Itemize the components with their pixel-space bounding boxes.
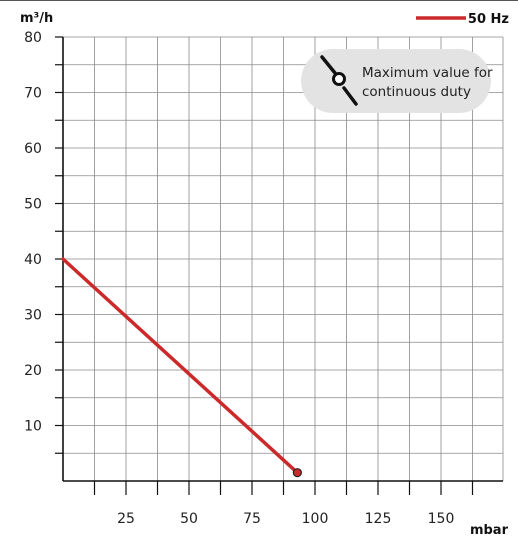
annotation-box — [301, 49, 491, 113]
legend-label-50hz: 50 Hz — [468, 12, 509, 27]
legend: 50 Hz — [416, 12, 509, 27]
series-end-point — [292, 468, 302, 478]
y-tick-label: 20 — [24, 363, 42, 379]
y-tick-labels: 10 20 30 40 50 60 70 80 — [24, 30, 42, 435]
y-tick-label: 60 — [24, 141, 42, 157]
annotation: Maximum value for continuous duty — [301, 49, 493, 113]
y-tick-label: 30 — [24, 308, 42, 324]
y-axis-label: m³/h — [20, 11, 53, 26]
annotation-line-1: Maximum value for — [362, 65, 493, 81]
x-tick-label: 125 — [365, 511, 392, 527]
max-continuous-duty-icon — [320, 55, 358, 106]
annotation-line-2: continuous duty — [362, 84, 471, 100]
x-tick-labels: 25 50 75 100 125 150 — [117, 511, 454, 527]
y-tick-label: 50 — [24, 197, 42, 213]
y-tick-label: 10 — [24, 419, 42, 435]
x-axis-label: mbar — [470, 523, 509, 538]
x-tick-label: 75 — [243, 511, 261, 527]
y-tick-label: 80 — [24, 30, 42, 46]
series — [61, 257, 302, 478]
x-tick-label: 100 — [302, 511, 329, 527]
series-line-50hz — [61, 257, 300, 475]
x-tick-label: 50 — [180, 511, 198, 527]
y-tick-label: 40 — [24, 252, 42, 268]
y-tick-label: 70 — [24, 86, 42, 102]
x-tick-label: 25 — [117, 511, 135, 527]
x-tick-label: 150 — [428, 511, 455, 527]
